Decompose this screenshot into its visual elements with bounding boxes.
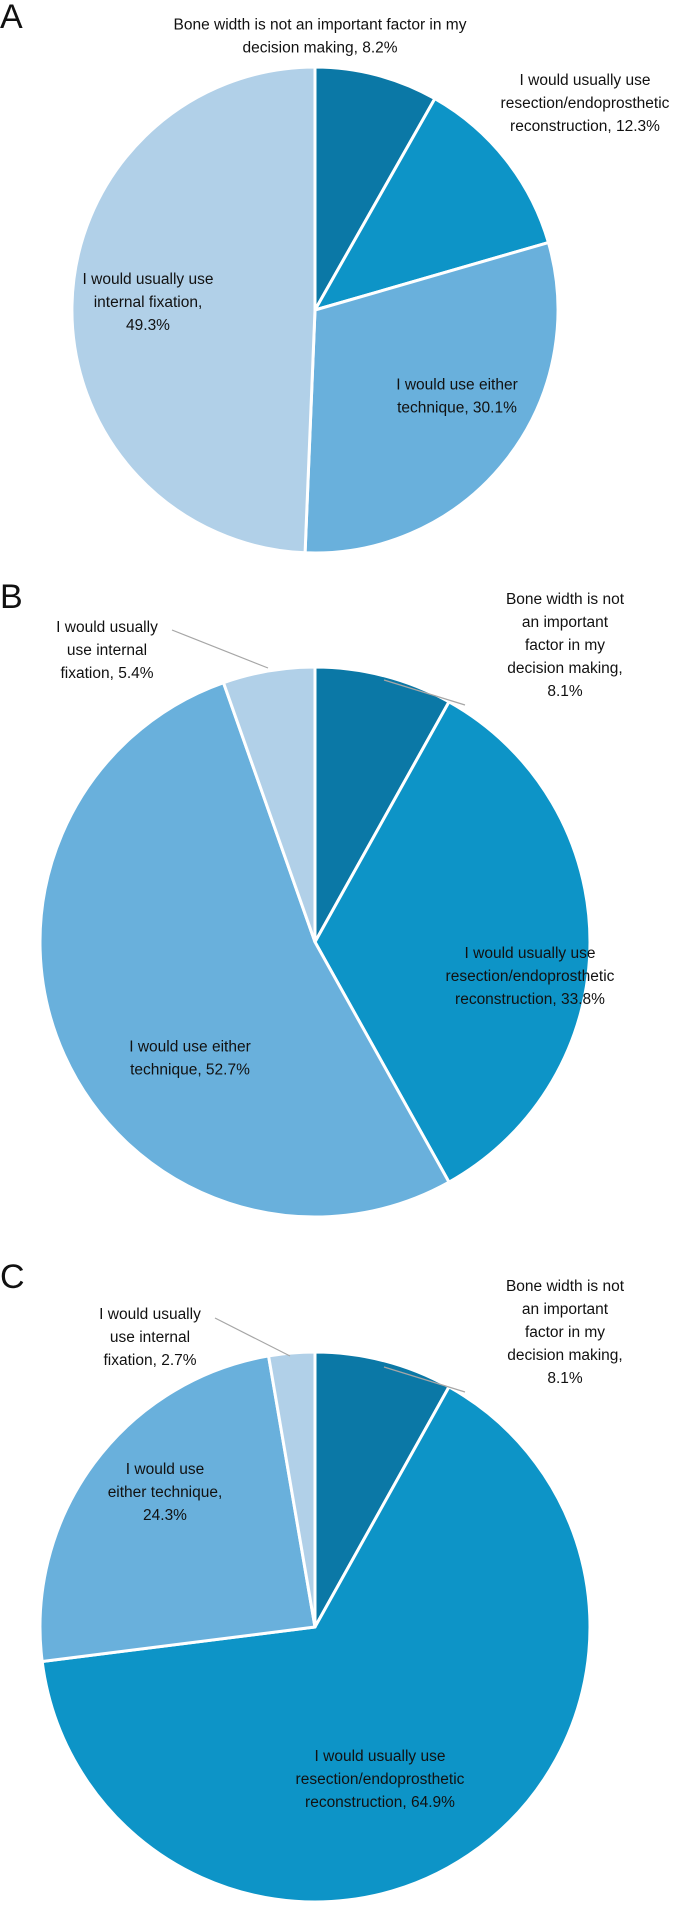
leader-line [383, 1366, 466, 1393]
data-label-either: I would use either technique, 30.1% [396, 377, 518, 417]
pie-slice-resection [40, 1385, 592, 1904]
data-label-bone-width: Bone width is not an important factor in m… [506, 591, 625, 700]
data-label-internal: I would usually use internal fixation, 5.4… [56, 619, 158, 682]
data-label-internal: I would usually use internal fixation, 49.… [83, 271, 214, 334]
pie-slice-either [303, 241, 560, 555]
pie-slice-either [38, 1354, 317, 1663]
pie-slice-bone-width [313, 1350, 451, 1629]
data-label-bone-width: Bone width is not an important factor in… [174, 17, 467, 57]
pie-slice-resection [313, 700, 592, 1184]
pie-chart-b: Bone width is not an important factor in m… [38, 591, 625, 1219]
data-label-resection: I would usually use resection/endoprosthe… [501, 72, 670, 135]
pie-slice-either [38, 681, 451, 1219]
leader-line [383, 679, 466, 706]
data-label-resection: I would usually use resection/endoprosthe… [446, 945, 615, 1008]
panel-letter: A [0, 0, 23, 36]
data-label-resection: I would usually use resection/endoprosthe… [296, 1748, 465, 1811]
pie-slice-internal [267, 1350, 317, 1629]
pie-slice-resection [313, 97, 550, 312]
leader-line [214, 1317, 291, 1357]
chart-panel-c: C Bone width is not an important factor in… [0, 1260, 685, 1906]
pie-slice-internal [70, 65, 317, 555]
chart-panel-b: B Bone width is not an important factor in… [0, 580, 685, 1220]
pie-chart-a: Bone width is not an important factor in… [70, 17, 670, 555]
pie-slice-internal [221, 665, 317, 944]
pie-chart-c: Bone width is not an important factor in m… [38, 1278, 625, 1904]
data-label-internal: I would usually use internal fixation, 2.7… [99, 1306, 201, 1369]
data-label-either: I would use either technique, 24.3% [108, 1461, 223, 1524]
chart-panel-a: A Bone width is not an important factor … [0, 0, 685, 560]
leader-line [171, 629, 269, 669]
panel-letter: B [0, 578, 23, 616]
pie-slice-bone-width [313, 65, 437, 312]
data-label-bone-width: Bone width is not an important factor in m… [506, 1278, 625, 1387]
panel-letter: C [0, 1258, 25, 1296]
data-label-either: I would use either technique, 52.7% [129, 1039, 251, 1079]
